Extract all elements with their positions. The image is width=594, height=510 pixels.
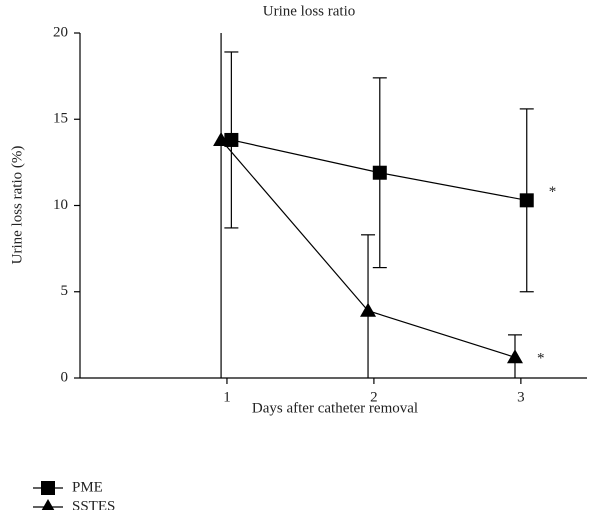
x-tick-label: 1 — [223, 389, 231, 405]
chart-title: Urine loss ratio — [263, 3, 355, 19]
legend-label: SSTES — [72, 498, 115, 510]
y-tick-label: 5 — [61, 283, 69, 299]
legend-marker — [41, 499, 55, 510]
y-axis-label: Urine loss ratio (%) — [9, 146, 25, 265]
marker — [213, 131, 230, 146]
marker — [360, 302, 377, 317]
marker — [224, 132, 239, 147]
x-tick-label: 2 — [370, 389, 378, 405]
y-tick-label: 20 — [53, 24, 68, 40]
x-axis-label: Days after catheter removal — [252, 400, 418, 416]
legend-label: PME — [72, 479, 103, 495]
marker — [519, 193, 534, 208]
y-tick-label: 15 — [53, 111, 68, 127]
marker — [506, 349, 523, 364]
annotation: * — [537, 351, 545, 367]
y-tick-label: 0 — [61, 369, 69, 385]
annotation: * — [549, 184, 557, 200]
legend-marker — [41, 481, 55, 495]
marker — [372, 165, 387, 180]
x-tick-label: 3 — [517, 389, 525, 405]
y-tick-label: 10 — [53, 197, 68, 213]
